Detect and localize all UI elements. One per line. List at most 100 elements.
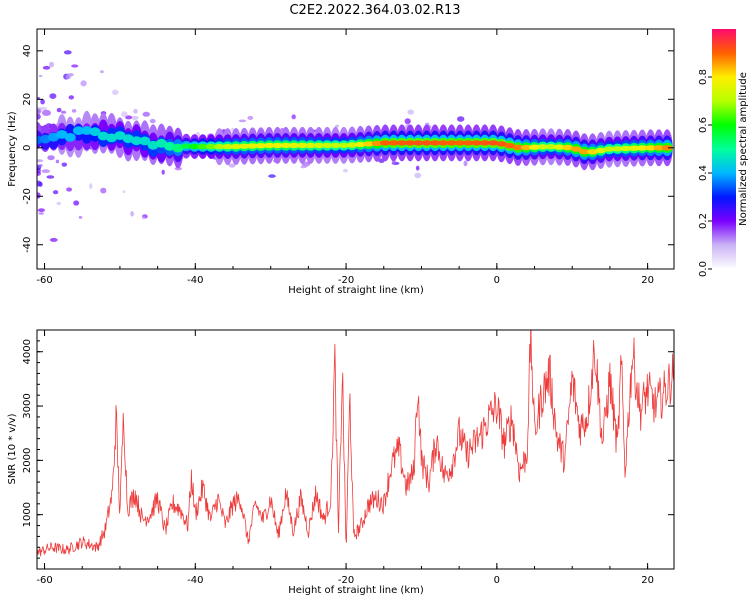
colorbar: 0.0 0.2 0.4 0.6 0.8 Normalized spectral ampl… — [698, 29, 749, 277]
heatmap-content — [37, 50, 673, 242]
heatmap-noise-cell — [121, 111, 128, 118]
heatmap-y-tick-label: 20 — [22, 93, 33, 106]
heatmap-noise-cell — [56, 107, 62, 113]
heatmap-ridge-cell — [612, 146, 623, 152]
snr-y-tick-label: 1000 — [22, 502, 33, 527]
snr-y-tick-label: 3000 — [22, 393, 33, 418]
heatmap-ridge-cell — [379, 140, 391, 146]
heatmap-ridge-cell — [603, 146, 615, 152]
heatmap-noise-cell — [68, 95, 75, 100]
heatmap-ridge-cell — [48, 132, 60, 142]
colorbar-tick-label: 0.6 — [698, 117, 709, 133]
heatmap-ridge-cell — [288, 142, 300, 149]
heatmap-noise-cell — [80, 80, 87, 87]
heatmap-noise-cell — [49, 237, 58, 242]
heatmap-noise-cell — [46, 175, 55, 179]
heatmap-noise-cell — [37, 192, 41, 199]
heatmap-ridge-cell — [164, 141, 176, 151]
heatmap-noise-cell — [112, 89, 119, 96]
heatmap-x-tick-label: -60 — [36, 275, 52, 286]
heatmap-y-tick-label: -40 — [22, 237, 33, 253]
heatmap-noise-cell — [99, 70, 104, 74]
heatmap-noise-cell — [38, 181, 43, 187]
heatmap-ridge-cell — [296, 142, 308, 149]
colorbar-ticks: 0.0 0.2 0.4 0.6 0.8 — [698, 69, 712, 277]
heatmap-ridge-cell — [487, 140, 499, 146]
heatmap-ridge-cell — [89, 127, 101, 137]
heatmap-ridge-cell — [230, 143, 242, 150]
heatmap-y-axis-label: Frequency (Hz) — [7, 111, 18, 187]
heatmap-ridge-cell — [520, 144, 532, 151]
heatmap-ridge-cell — [396, 140, 408, 146]
heatmap-ridge-cell — [197, 143, 209, 150]
heatmap-noise-cell — [291, 114, 296, 120]
heatmap-ridge-cell — [255, 143, 267, 149]
heatmap-noise-cell — [130, 115, 139, 120]
heatmap-ridge-cell — [139, 136, 151, 146]
heatmap-ridge-cell — [512, 144, 524, 151]
snr-x-tick-label: -60 — [36, 575, 52, 586]
heatmap-y-tick-label: 0 — [22, 145, 33, 151]
heatmap-ridge-cell — [587, 149, 599, 155]
heatmap-noise-cell — [268, 174, 276, 178]
heatmap-noise-cell — [48, 61, 55, 68]
heatmap-noise-cell — [122, 190, 126, 193]
heatmap-noise-cell — [61, 162, 68, 167]
heatmap-ridge-cell — [454, 140, 466, 146]
figure-title: C2E2.2022.364.03.02.R13 — [289, 3, 460, 18]
heatmap-ridge-cell — [620, 145, 632, 152]
heatmap-ridge-cell — [189, 143, 201, 150]
heatmap-noise-cell — [49, 93, 57, 99]
heatmap-ridge-cell — [56, 130, 68, 139]
heatmap-noise-cell — [37, 208, 46, 213]
heatmap-noise-cell — [52, 190, 59, 195]
heatmap-ridge-cell — [553, 144, 565, 150]
heatmap-ridge-cell — [172, 143, 184, 153]
heatmap-noise-cell — [71, 64, 79, 68]
heatmap-ridge-cell — [97, 131, 109, 141]
heatmap-ridge-cell — [545, 144, 557, 150]
heatmap-ridge-cell — [645, 145, 657, 151]
heatmap-noise-cell — [142, 216, 146, 220]
snr-x-tick-label: 0 — [494, 575, 500, 586]
heatmap-noise-cell — [56, 201, 62, 206]
heatmap-ridge-cell — [81, 126, 93, 135]
heatmap-noise-cell — [60, 110, 67, 114]
heatmap-ridge-cell — [238, 143, 250, 149]
heatmap-noise-cell — [407, 109, 415, 115]
heatmap-noise-cell — [342, 168, 349, 173]
heatmap-ridge-cell — [346, 142, 358, 148]
heatmap-noise-cell — [100, 187, 107, 194]
colorbar-tick-label: 0.8 — [698, 69, 709, 85]
heatmap-noise-cell — [37, 159, 44, 163]
heatmap-ticks: -60 -40 -20 0 20 -40 -20 0 20 40 — [22, 29, 674, 286]
heatmap-noise-cell — [414, 172, 422, 179]
heatmap-ridge-cell — [462, 140, 474, 146]
heatmap-ridge-cell — [421, 140, 433, 146]
heatmap-noise-cell — [40, 98, 45, 105]
colorbar-label: Normalized spectral amplitude — [738, 72, 749, 226]
heatmap-ridge-cell — [180, 143, 192, 149]
snr-panel: -60 -40 -20 0 20 1000 2000 3000 4000 Height of s… — [7, 329, 675, 596]
heatmap-ridge-cell — [636, 145, 648, 151]
heatmap-noise-cell — [71, 109, 77, 113]
snr-frame — [36, 329, 675, 570]
snr-x-tick-label: -40 — [187, 575, 203, 586]
heatmap-ridge-cell — [471, 140, 482, 146]
heatmap-ridge-cell — [595, 147, 607, 154]
heatmap-x-tick-label: -20 — [338, 275, 354, 286]
snr-y-tick-label: 4000 — [22, 339, 33, 364]
heatmap-ridge-cell — [321, 142, 333, 149]
heatmap-ridge-cell — [504, 143, 516, 149]
heatmap-noise-cell — [89, 183, 93, 190]
heatmap-noise-cell — [37, 109, 41, 115]
heatmap-ridge-cell — [412, 140, 424, 146]
heatmap-noise-cell — [73, 200, 80, 206]
heatmap-ridge-cell — [371, 140, 383, 147]
heatmap-noise-cell — [41, 169, 50, 174]
snr-y-axis-label: SNR (10 * v/v) — [7, 413, 18, 484]
heatmap-ridge-cell — [388, 140, 400, 146]
heatmap-y-tick-label: 40 — [22, 44, 33, 57]
heatmap-noise-cell — [39, 106, 47, 111]
heatmap-noise-cell — [37, 171, 41, 177]
